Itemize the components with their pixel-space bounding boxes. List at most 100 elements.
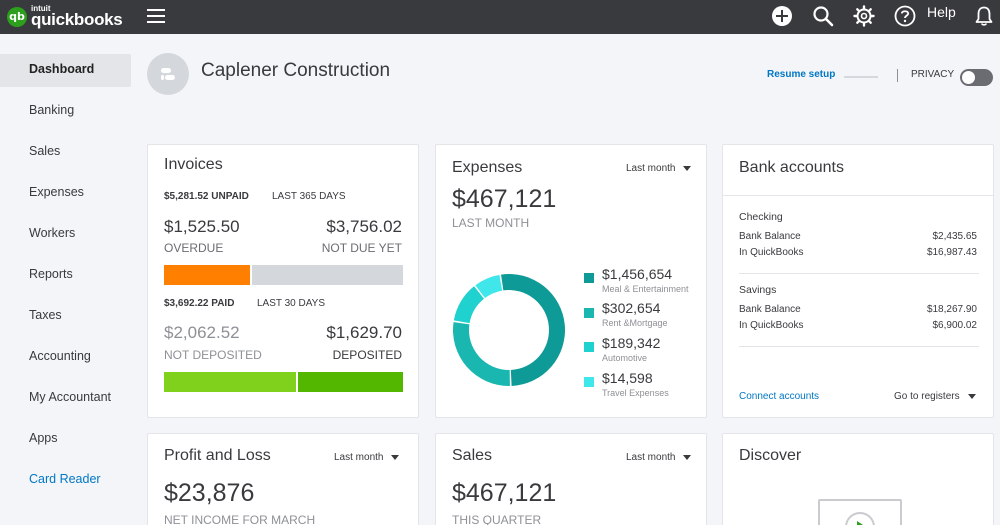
bank-accounts-title[interactable]: Bank accounts <box>739 159 844 176</box>
legend-label-automotive: Automotive <box>602 353 648 363</box>
privacy-toggle[interactable] <box>960 69 993 86</box>
sales-period-text: THIS QUARTER <box>452 513 542 525</box>
legend-swatch-meal <box>584 273 594 283</box>
savings-bank-balance-label: Bank Balance <box>739 304 801 315</box>
sales-amount[interactable]: $467,121 <box>452 479 557 507</box>
sales-period-dropdown[interactable]: Last month <box>626 452 692 463</box>
company-logo-avatar[interactable] <box>147 53 189 95</box>
invoices-title[interactable]: Invoices <box>164 156 223 173</box>
sidebar-item-accounting[interactable]: Accounting <box>29 349 91 363</box>
expenses-total-label: LAST MONTH <box>452 216 530 230</box>
help-label[interactable]: Help <box>927 4 956 20</box>
not-due-bar-segment[interactable] <box>252 265 403 285</box>
quickbooks-logo-icon: qb <box>7 7 27 27</box>
net-income-label: NET INCOME FOR MARCH <box>164 513 316 525</box>
discover-card: Discover <box>722 433 994 525</box>
account-divider-bottom <box>739 346 979 347</box>
expenses-title[interactable]: Expenses <box>452 159 523 176</box>
savings-qb-balance: $6,900.02 <box>932 320 978 331</box>
sidebar-item-dashboard[interactable]: Dashboard <box>0 54 131 87</box>
sales-period-label: Last month <box>626 452 676 463</box>
gear-icon[interactable] <box>853 5 875 27</box>
invoices-card: Invoices $5,281.52 UNPAID LAST 365 DAYS … <box>147 144 419 418</box>
legend-amount-automotive[interactable]: $189,342 <box>602 335 661 351</box>
expenses-period-dropdown[interactable]: Last month <box>626 163 692 174</box>
sidebar-item-expenses[interactable]: Expenses <box>29 185 84 199</box>
hamburger-menu-icon[interactable] <box>147 9 165 23</box>
legend-amount-travel[interactable]: $14,598 <box>602 370 653 386</box>
chevron-down-icon <box>683 165 692 171</box>
savings-bank-balance: $18,267.90 <box>926 304 977 315</box>
logo-quickbooks-text: quickbooks <box>31 10 123 29</box>
checking-qb-balance: $16,987.43 <box>926 247 977 258</box>
sidebar-item-card-reader[interactable]: Card Reader <box>29 472 101 486</box>
not-deposited-bar-segment[interactable] <box>164 372 296 392</box>
donut-slice-travel[interactable] <box>475 274 503 299</box>
profit-period-dropdown[interactable]: Last month <box>334 452 400 463</box>
expenses-total[interactable]: $467,121 <box>452 185 557 213</box>
chevron-down-icon <box>967 393 976 399</box>
sidebar-item-banking[interactable]: Banking <box>29 103 75 117</box>
savings-account-name[interactable]: Savings <box>739 284 777 296</box>
notifications-bell-icon[interactable] <box>973 5 995 27</box>
sales-title[interactable]: Sales <box>452 447 493 464</box>
expenses-card: Expenses Last month $467,121 LAST MONTH … <box>435 144 707 418</box>
not-deposited-label: NOT DEPOSITED <box>164 348 262 362</box>
legend-label-rent: Rent &Mortgage <box>602 318 668 328</box>
unpaid-total: $5,281.52 UNPAID <box>164 191 249 202</box>
checking-bank-balance: $2,435.65 <box>932 231 978 242</box>
logo-intuit-text: intuit <box>31 4 51 13</box>
paid-period: LAST 30 DAYS <box>257 298 325 309</box>
legend-amount-rent[interactable]: $302,654 <box>602 300 661 316</box>
deposited-label: DEPOSITED <box>332 348 402 362</box>
go-to-registers-dropdown[interactable]: Go to registers <box>894 391 976 402</box>
quickbooks-logo[interactable]: qb intuit quickbooks <box>7 5 127 29</box>
deposited-bar-segment[interactable] <box>298 372 403 392</box>
legend-label-travel: Travel Expenses <box>602 388 669 398</box>
discover-title: Discover <box>739 447 802 464</box>
sidebar-item-apps[interactable]: Apps <box>29 431 58 445</box>
bank-title-divider <box>723 195 993 196</box>
sales-card: Sales Last month $467,121 THIS QUARTER <box>435 433 707 525</box>
help-icon[interactable] <box>894 5 916 27</box>
unpaid-period: LAST 365 DAYS <box>272 191 346 202</box>
left-navigation-sidebar: Dashboard Banking Sales Expenses Workers… <box>0 54 131 505</box>
sidebar-item-reports[interactable]: Reports <box>29 267 73 281</box>
chevron-down-icon <box>683 454 692 460</box>
discover-video-thumbnail[interactable] <box>818 499 902 525</box>
overdue-label: OVERDUE <box>164 241 224 255</box>
expenses-period-label: Last month <box>626 163 676 174</box>
legend-swatch-automotive <box>584 342 594 352</box>
deposited-amount[interactable]: $1,629.70 <box>326 323 402 342</box>
profit-and-loss-card: Profit and Loss Last month $23,876 NET I… <box>147 433 419 525</box>
create-plus-icon[interactable] <box>771 5 793 27</box>
net-income-amount[interactable]: $23,876 <box>164 479 255 507</box>
not-due-amount[interactable]: $3,756.02 <box>326 217 402 236</box>
connect-accounts-link[interactable]: Connect accounts <box>739 391 820 402</box>
profit-loss-title[interactable]: Profit and Loss <box>164 447 271 464</box>
toggle-knob <box>962 71 975 84</box>
donut-slice-automotive[interactable] <box>453 286 485 324</box>
not-due-label: NOT DUE YET <box>321 241 402 255</box>
profit-period-label: Last month <box>334 452 384 463</box>
sidebar-item-sales[interactable]: Sales <box>29 144 61 158</box>
legend-swatch-rent <box>584 308 594 318</box>
company-placeholder-icon <box>161 68 175 80</box>
not-deposited-amount[interactable]: $2,062.52 <box>164 323 240 342</box>
sidebar-item-taxes[interactable]: Taxes <box>29 308 62 322</box>
sidebar-item-my-accountant[interactable]: My Accountant <box>29 390 111 404</box>
search-icon[interactable] <box>812 5 834 27</box>
checking-account-name[interactable]: Checking <box>739 211 783 223</box>
overdue-bar-segment[interactable] <box>164 265 250 285</box>
play-icon[interactable] <box>844 511 876 525</box>
resume-setup-link[interactable]: Resume setup <box>767 69 836 80</box>
savings-qb-label: In QuickBooks <box>739 320 804 331</box>
expenses-donut-chart[interactable] <box>451 272 567 388</box>
donut-slice-meal[interactable] <box>501 274 565 386</box>
legend-label-meal: Meal & Entertainment <box>602 284 689 294</box>
overdue-amount[interactable]: $1,525.50 <box>164 217 240 236</box>
legend-amount-meal[interactable]: $1,456,654 <box>602 266 673 282</box>
paid-total: $3,692.22 PAID <box>164 298 235 309</box>
sidebar-item-workers[interactable]: Workers <box>29 226 76 240</box>
donut-slice-rent[interactable] <box>453 322 510 386</box>
